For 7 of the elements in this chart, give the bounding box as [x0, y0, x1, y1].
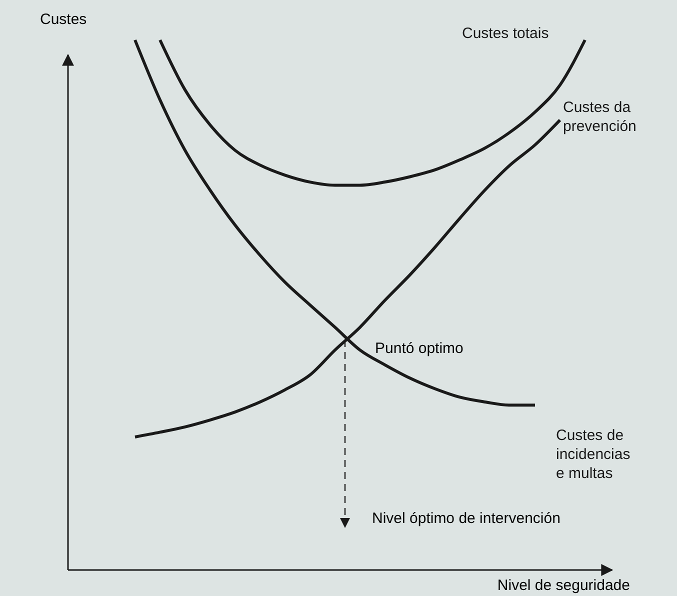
- series-label: Custes da prevención: [563, 99, 636, 135]
- annotation: Puntó optimo: [375, 340, 464, 357]
- y-axis-title: Custes: [40, 11, 87, 28]
- annotation: Nivel óptimo de intervención: [372, 510, 560, 527]
- x-axis-title: Nivel de seguridade: [497, 577, 630, 594]
- text: Custes de incidencias e multas: [556, 427, 630, 482]
- text: Custes totais: [462, 25, 549, 42]
